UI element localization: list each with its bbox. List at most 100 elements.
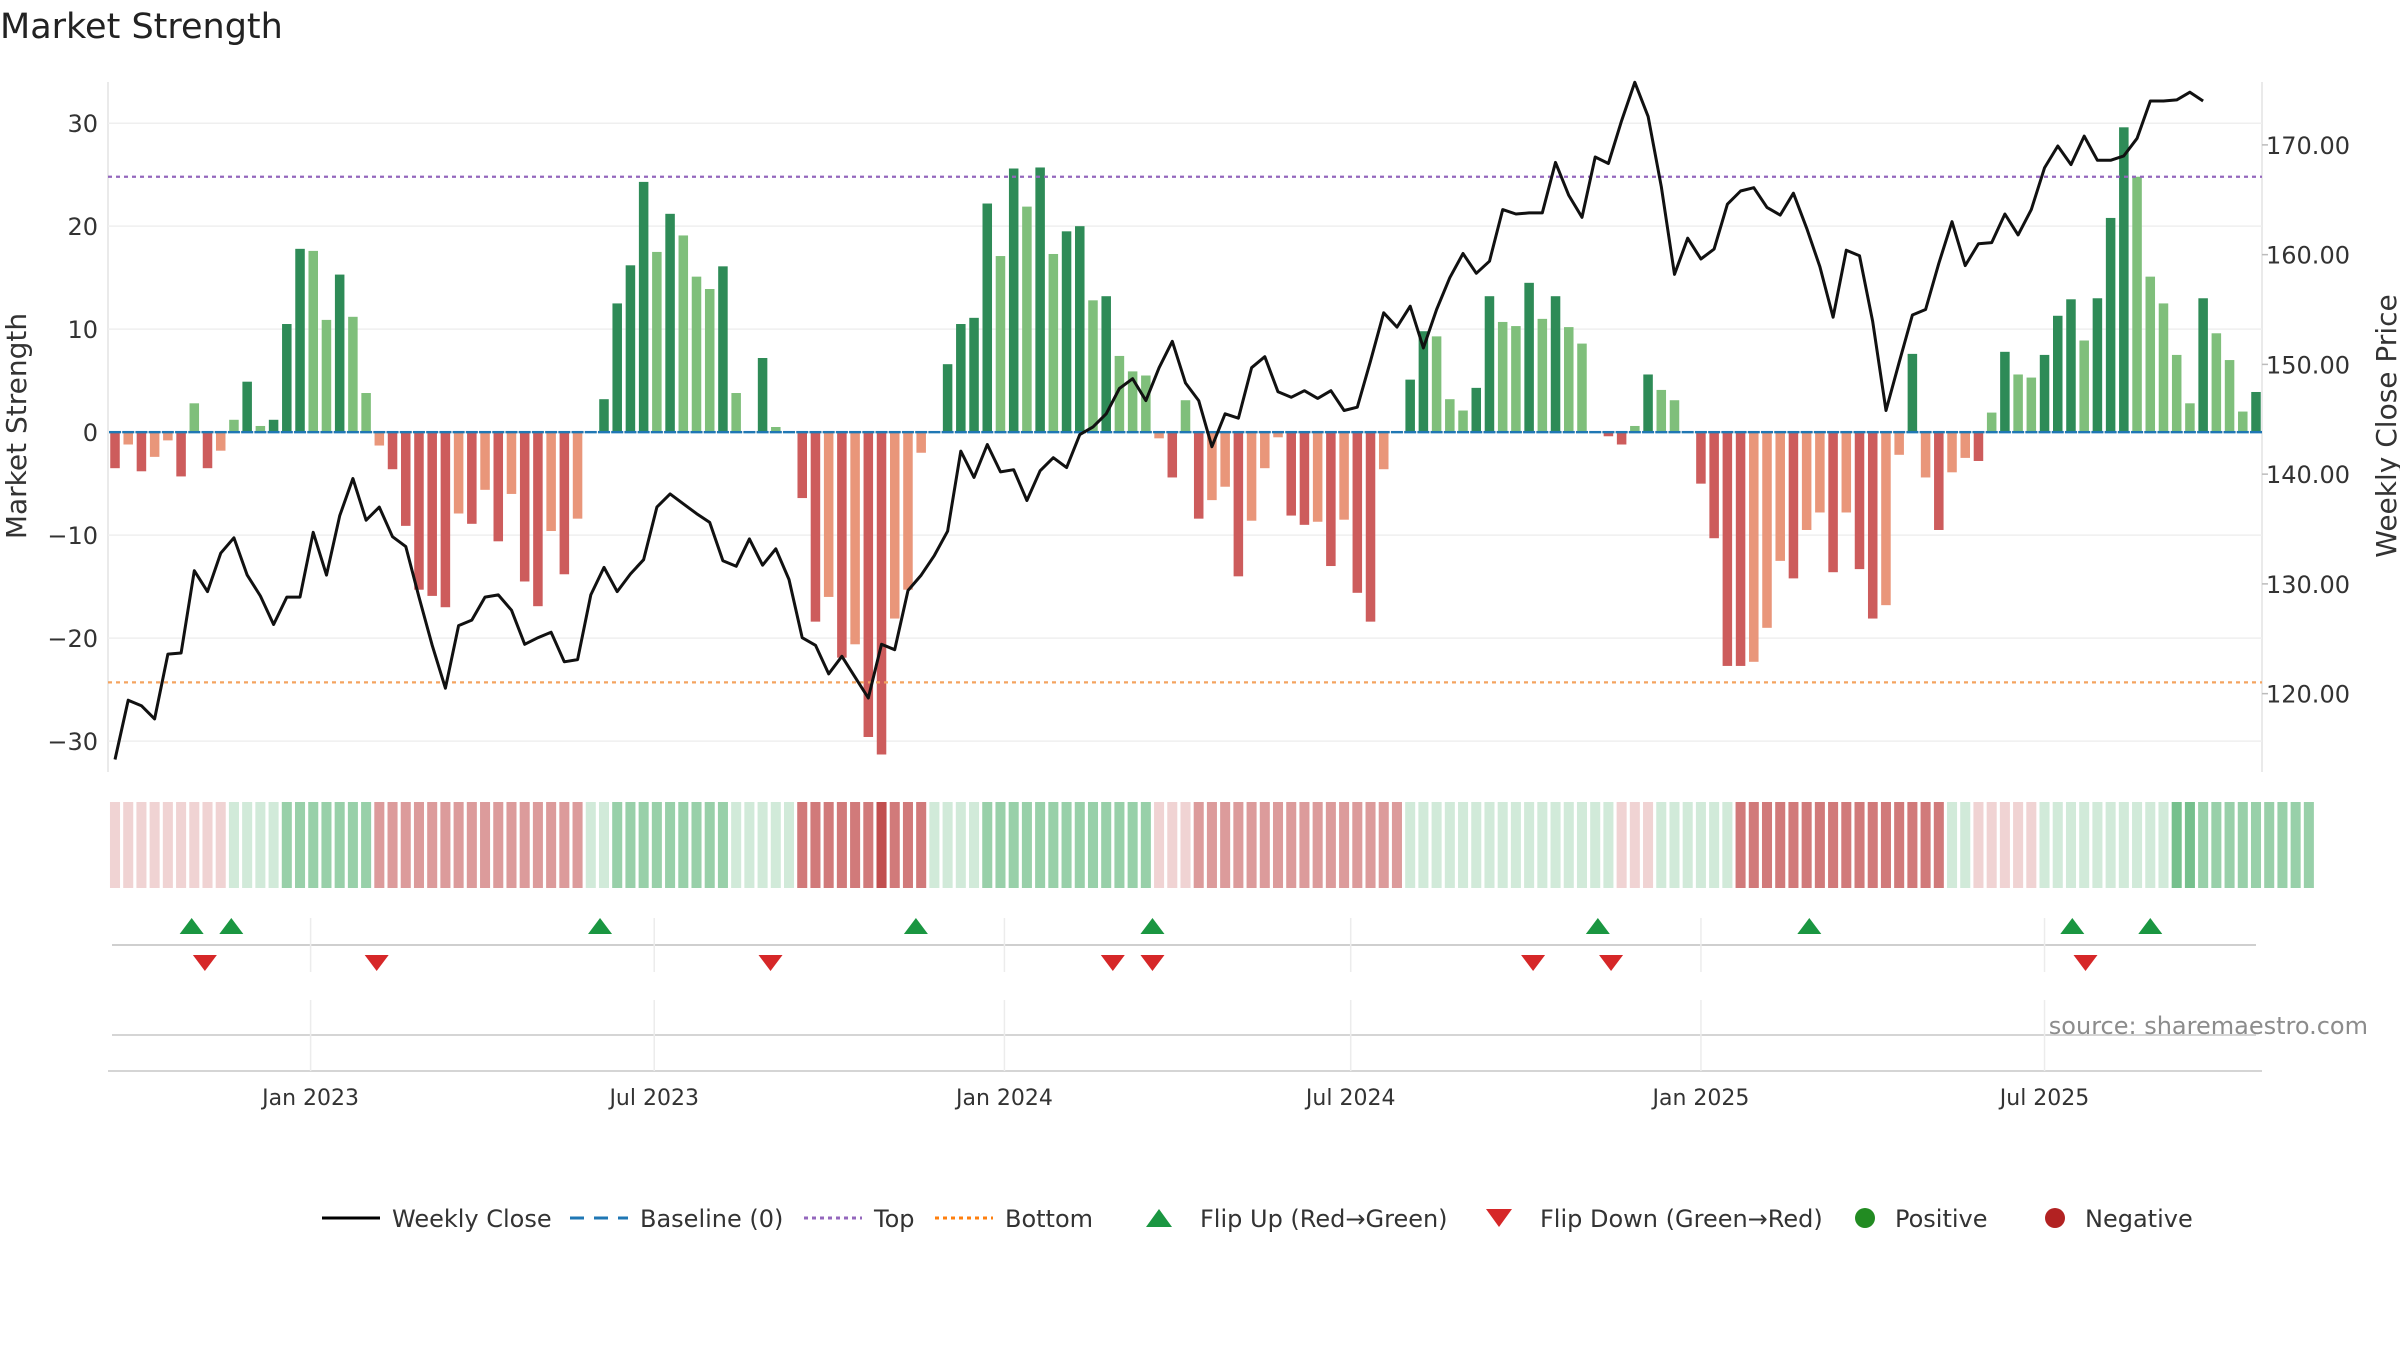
strength-bar — [2224, 360, 2235, 433]
band-cell — [2198, 802, 2209, 888]
strength-bar — [1801, 432, 1812, 530]
left-axis-label: Market Strength — [0, 313, 33, 539]
band-cell — [717, 802, 728, 888]
band-cell — [1828, 802, 1839, 888]
band-cell — [453, 802, 464, 888]
strength-bar — [1220, 432, 1230, 487]
strength-bar — [995, 256, 1006, 433]
strength-bar — [334, 274, 345, 433]
strength-bar — [1894, 432, 1904, 455]
band-cell — [1206, 802, 1217, 888]
band-cell — [1709, 802, 1720, 888]
flip-up-marker — [1585, 918, 1610, 934]
strength-bar — [1881, 432, 1891, 606]
left-tick-label: 30 — [67, 110, 98, 138]
band-cell — [929, 802, 940, 888]
band-cell — [480, 802, 491, 888]
band-cell — [546, 802, 557, 888]
band-cell — [863, 802, 874, 888]
legend: Weekly Close Baseline (0) Top Bottom Flip Up… — [322, 1205, 2193, 1233]
strength-bar — [1260, 432, 1270, 469]
band-cell — [1999, 802, 2010, 888]
band-cell — [2303, 802, 2314, 888]
strength-bar — [1114, 355, 1125, 433]
strength-bar — [1669, 400, 1680, 433]
band-cell — [836, 802, 847, 888]
band-cell — [255, 802, 266, 888]
band-cell — [744, 802, 755, 888]
band-cell — [1484, 802, 1495, 888]
strength-bar — [771, 427, 781, 433]
strength-bar — [215, 432, 226, 451]
flip-down-marker — [758, 955, 783, 971]
band-cell — [1841, 802, 1852, 888]
band-cell — [440, 802, 451, 888]
band-cell — [1008, 802, 1019, 888]
strength-bar — [1828, 432, 1838, 573]
band-cell — [2132, 802, 2143, 888]
strength-bar — [1035, 167, 1045, 433]
strength-bar — [1339, 432, 1349, 520]
flip-up-marker — [903, 918, 928, 934]
strength-bar — [453, 432, 464, 514]
band-cell — [1087, 802, 1099, 888]
band-cell — [427, 802, 438, 888]
band-cell — [665, 802, 676, 888]
band-cell — [1325, 802, 1336, 888]
band-cell — [559, 802, 570, 888]
band-cell — [889, 802, 900, 888]
band-cell — [347, 802, 358, 888]
band-cell — [1365, 802, 1376, 888]
strength-bar — [1246, 432, 1257, 521]
band-cell — [1352, 802, 1363, 888]
strength-bar — [2251, 391, 2261, 433]
band-cell — [1193, 802, 1204, 888]
right-tick-label: 130.00 — [2266, 571, 2350, 599]
band-cell — [1920, 802, 1931, 888]
band-cell — [982, 802, 993, 888]
reference-lines — [108, 175, 2262, 684]
band-cell — [228, 802, 239, 888]
right-tick-label: 140.00 — [2266, 461, 2350, 489]
strength-bar — [625, 265, 636, 433]
strength-bar — [2039, 354, 2050, 433]
band-cell — [1960, 802, 1971, 888]
band-cell — [1735, 802, 1746, 888]
strength-bar — [863, 432, 874, 737]
band-cell — [109, 802, 121, 888]
strength-bar — [969, 317, 979, 433]
band-cell — [308, 802, 319, 888]
strength-bar — [1643, 374, 1653, 433]
strength-bar — [942, 364, 953, 433]
chart-title: Market Strength — [0, 7, 283, 47]
band-cell — [2250, 802, 2262, 888]
band-cell — [1391, 802, 1402, 888]
band-cell — [1695, 802, 1706, 888]
strength-bar — [295, 248, 305, 433]
band-cell — [149, 802, 160, 888]
source-note: source: sharemaestro.com — [2049, 1012, 2368, 1040]
flip-up-marker — [588, 918, 613, 934]
flip-up-marker — [2138, 918, 2163, 934]
strength-bar — [374, 432, 385, 446]
strength-bar — [2119, 127, 2129, 433]
strength-bar — [1656, 389, 1667, 433]
x-tick-label: Jul 2024 — [1304, 1086, 1396, 1111]
band-cell — [1339, 802, 1350, 888]
left-tick-label: 20 — [67, 213, 98, 241]
band-cell — [1458, 802, 1469, 888]
strength-bar — [361, 393, 371, 433]
strength-bar — [440, 432, 451, 608]
strength-bar — [2079, 340, 2089, 433]
flip-down-marker — [1100, 955, 1125, 971]
flip-down-marker — [1599, 955, 1624, 971]
left-tick-label: 0 — [83, 419, 98, 447]
band-cell — [1933, 802, 1944, 888]
strength-bar — [665, 213, 675, 433]
band-cell — [2052, 802, 2063, 888]
strength-bar — [268, 419, 279, 433]
band-cell — [1167, 802, 1178, 888]
flip-down-marker — [2073, 955, 2098, 971]
strength-bar — [321, 319, 332, 433]
flip-up-marker — [219, 918, 244, 934]
